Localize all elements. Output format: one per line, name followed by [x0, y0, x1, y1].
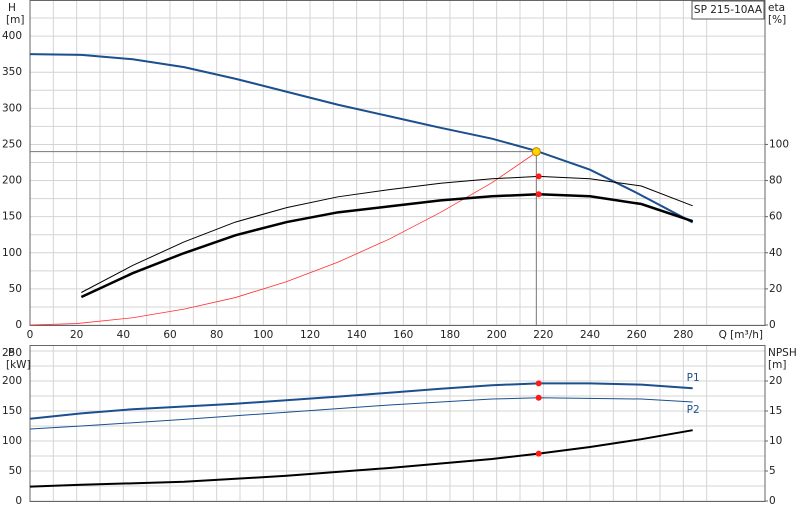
curve: [29, 397, 693, 430]
x-tick-label: 20: [70, 329, 83, 341]
operating-point: [535, 380, 542, 387]
x-tick-label: 280: [673, 329, 693, 341]
x-tick-label: 120: [300, 329, 320, 341]
operating-point: [535, 394, 542, 401]
x-tick-label: 60: [163, 329, 176, 341]
plot-frame: [29, 0, 766, 326]
x-tick-label: 220: [533, 329, 553, 341]
y-tick-label: 400: [2, 30, 22, 42]
plot-frame: [29, 345, 766, 502]
y2-tick-label: 10: [769, 435, 782, 447]
y-tick-label: 200: [2, 375, 22, 387]
curve: [80, 193, 694, 299]
y2-tick-label: 0: [769, 495, 776, 507]
y2-tick-label: 80: [769, 175, 782, 187]
y-tick-label: 50: [9, 465, 22, 477]
y-tick-label: 200: [2, 175, 22, 187]
y2-tick-label: 40: [769, 247, 782, 259]
duty-point: [531, 147, 541, 157]
y-tick-label: 100: [2, 247, 22, 259]
y2-axis-unit: [%]: [768, 14, 786, 26]
y-tick-label: 0: [15, 495, 22, 507]
y2-tick-label: 5: [769, 465, 776, 477]
x-tick-label: 100: [253, 329, 273, 341]
x-tick-label: 200: [487, 329, 507, 341]
y-tick-label: 50: [9, 283, 22, 295]
operating-point: [535, 450, 542, 457]
y2-tick-label: 20: [769, 375, 782, 387]
curve: [29, 429, 693, 488]
y-tick-label: 150: [2, 405, 22, 417]
curve: [29, 53, 694, 224]
x-tick-label: 160: [393, 329, 413, 341]
curve: [29, 382, 693, 420]
x-tick-label: 80: [210, 329, 223, 341]
x-tick-label: 40: [117, 329, 130, 341]
y2-tick-label: 100: [769, 138, 789, 150]
x-tick-label: 240: [580, 329, 600, 341]
curve: [81, 175, 693, 293]
y2-tick-label: 15: [769, 405, 782, 417]
y-tick-label: 150: [2, 211, 22, 223]
operating-point: [535, 173, 542, 180]
x-tick-label: 260: [627, 329, 647, 341]
y-axis-unit: [m]: [6, 14, 24, 26]
y2-tick-label: 0: [769, 319, 776, 331]
y-tick-label: 0: [15, 319, 22, 331]
x-tick-label: 180: [440, 329, 460, 341]
x-tick-label: 140: [347, 329, 367, 341]
curve: [29, 152, 537, 326]
x-axis-label: Q [m³/h]: [719, 329, 763, 341]
y2-axis-unit: [m]: [768, 359, 786, 371]
y-tick-label: 300: [2, 102, 22, 114]
y-axis-label: P: [8, 347, 14, 359]
y-tick-label: 350: [2, 66, 22, 78]
y2-tick-label: 60: [769, 211, 782, 223]
y-tick-label: 250: [2, 347, 22, 359]
operating-point: [535, 191, 542, 198]
series-label: P1: [687, 372, 700, 384]
y-axis-label: H: [8, 2, 16, 14]
title-box: [691, 0, 765, 20]
y2-axis-label: NPSH: [768, 347, 797, 359]
y-axis-unit: [kW]: [6, 359, 31, 371]
y2-tick-label: 20: [769, 283, 782, 295]
chart-title: SP 215-10AA: [694, 4, 763, 16]
y-tick-label: 100: [2, 435, 22, 447]
y-tick-label: 250: [2, 138, 22, 150]
series-label: P2: [687, 404, 700, 416]
y2-axis-label: eta: [768, 2, 785, 14]
x-tick-label: 0: [27, 329, 34, 341]
